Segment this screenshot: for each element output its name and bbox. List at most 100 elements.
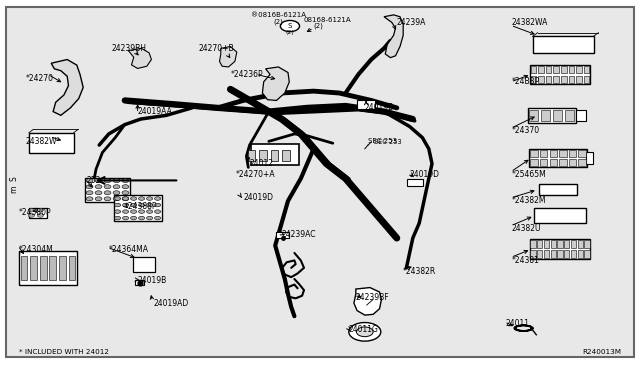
Bar [532, 36, 593, 53]
Bar [531, 66, 536, 73]
Text: *24380P: *24380P [19, 208, 52, 217]
Circle shape [113, 191, 120, 195]
Bar [564, 240, 570, 248]
Bar [550, 159, 557, 166]
Text: 24019D: 24019D [243, 193, 273, 202]
Bar [530, 65, 590, 84]
Text: 24019D: 24019D [410, 170, 440, 179]
Circle shape [113, 179, 120, 183]
Circle shape [349, 323, 381, 341]
Bar [550, 250, 556, 258]
Circle shape [139, 197, 145, 200]
Text: 24011: 24011 [506, 319, 530, 328]
Polygon shape [51, 60, 83, 115]
Bar [531, 150, 538, 157]
Bar [49, 256, 56, 280]
Text: 24270+B: 24270+B [198, 44, 234, 53]
Circle shape [104, 191, 111, 195]
Circle shape [139, 217, 145, 220]
Bar [550, 240, 556, 248]
Circle shape [122, 191, 129, 195]
Bar [114, 195, 161, 221]
Circle shape [131, 210, 137, 214]
Circle shape [115, 210, 120, 214]
Bar [531, 76, 536, 83]
Polygon shape [384, 15, 403, 58]
Bar [30, 256, 37, 280]
Bar [538, 76, 544, 83]
Text: SEC 253: SEC 253 [368, 138, 397, 144]
Bar [531, 159, 538, 166]
Bar [571, 250, 576, 258]
Circle shape [154, 203, 161, 207]
Bar [561, 66, 566, 73]
Bar [569, 150, 576, 157]
Text: 24382W: 24382W [26, 137, 57, 146]
Bar [529, 149, 587, 167]
Circle shape [154, 197, 161, 200]
Text: S: S [288, 23, 292, 29]
Text: 24011G: 24011G [349, 325, 379, 334]
Text: *24270: *24270 [26, 74, 54, 83]
Text: *24381: *24381 [512, 256, 540, 265]
Circle shape [131, 217, 137, 220]
Text: *24382R: *24382R [403, 267, 436, 276]
Bar [584, 240, 589, 248]
Bar [538, 66, 544, 73]
Bar [559, 159, 566, 166]
Text: 24239A: 24239A [397, 18, 426, 27]
Bar [357, 100, 375, 109]
Bar [530, 239, 590, 260]
Bar [282, 150, 290, 161]
Text: *24370: *24370 [512, 126, 540, 135]
Bar [20, 256, 28, 280]
Polygon shape [262, 67, 289, 100]
Bar [68, 256, 76, 280]
Circle shape [122, 197, 129, 201]
Circle shape [86, 197, 93, 201]
Text: 24012: 24012 [250, 159, 274, 168]
Text: ®0816B-6121A
(2): ®0816B-6121A (2) [251, 12, 306, 25]
Polygon shape [129, 48, 152, 68]
Bar [569, 159, 576, 166]
Bar [544, 250, 549, 258]
Bar [565, 110, 574, 121]
Bar [537, 240, 542, 248]
Circle shape [28, 214, 35, 217]
Circle shape [37, 214, 44, 217]
Text: 24019B: 24019B [365, 103, 394, 112]
Circle shape [131, 203, 137, 207]
Text: m: m [10, 186, 19, 193]
Text: 24382U: 24382U [512, 224, 541, 233]
Text: S: S [10, 176, 19, 181]
Bar [584, 76, 589, 83]
Text: *24236P: *24236P [230, 70, 263, 79]
Circle shape [113, 197, 120, 201]
Circle shape [115, 203, 120, 207]
Circle shape [104, 197, 111, 201]
Bar [576, 66, 582, 73]
Text: (2): (2) [314, 23, 323, 29]
Text: 24382WA: 24382WA [512, 18, 548, 27]
Circle shape [147, 203, 152, 207]
Bar [539, 184, 577, 195]
Circle shape [104, 185, 111, 189]
Bar [578, 250, 583, 258]
Circle shape [154, 210, 161, 214]
Circle shape [356, 327, 373, 337]
Circle shape [122, 185, 129, 189]
Text: *24364MA: *24364MA [109, 245, 149, 254]
Bar [531, 250, 536, 258]
Bar [541, 110, 550, 121]
Bar [252, 144, 300, 165]
Bar [133, 257, 156, 272]
Text: (2): (2) [285, 30, 294, 35]
Bar [276, 232, 289, 238]
Circle shape [147, 197, 152, 200]
Bar [579, 159, 586, 166]
Bar [559, 150, 566, 157]
Bar [85, 178, 130, 202]
Circle shape [95, 191, 102, 195]
Bar [407, 179, 423, 186]
Text: *24382M: *24382M [512, 196, 547, 205]
